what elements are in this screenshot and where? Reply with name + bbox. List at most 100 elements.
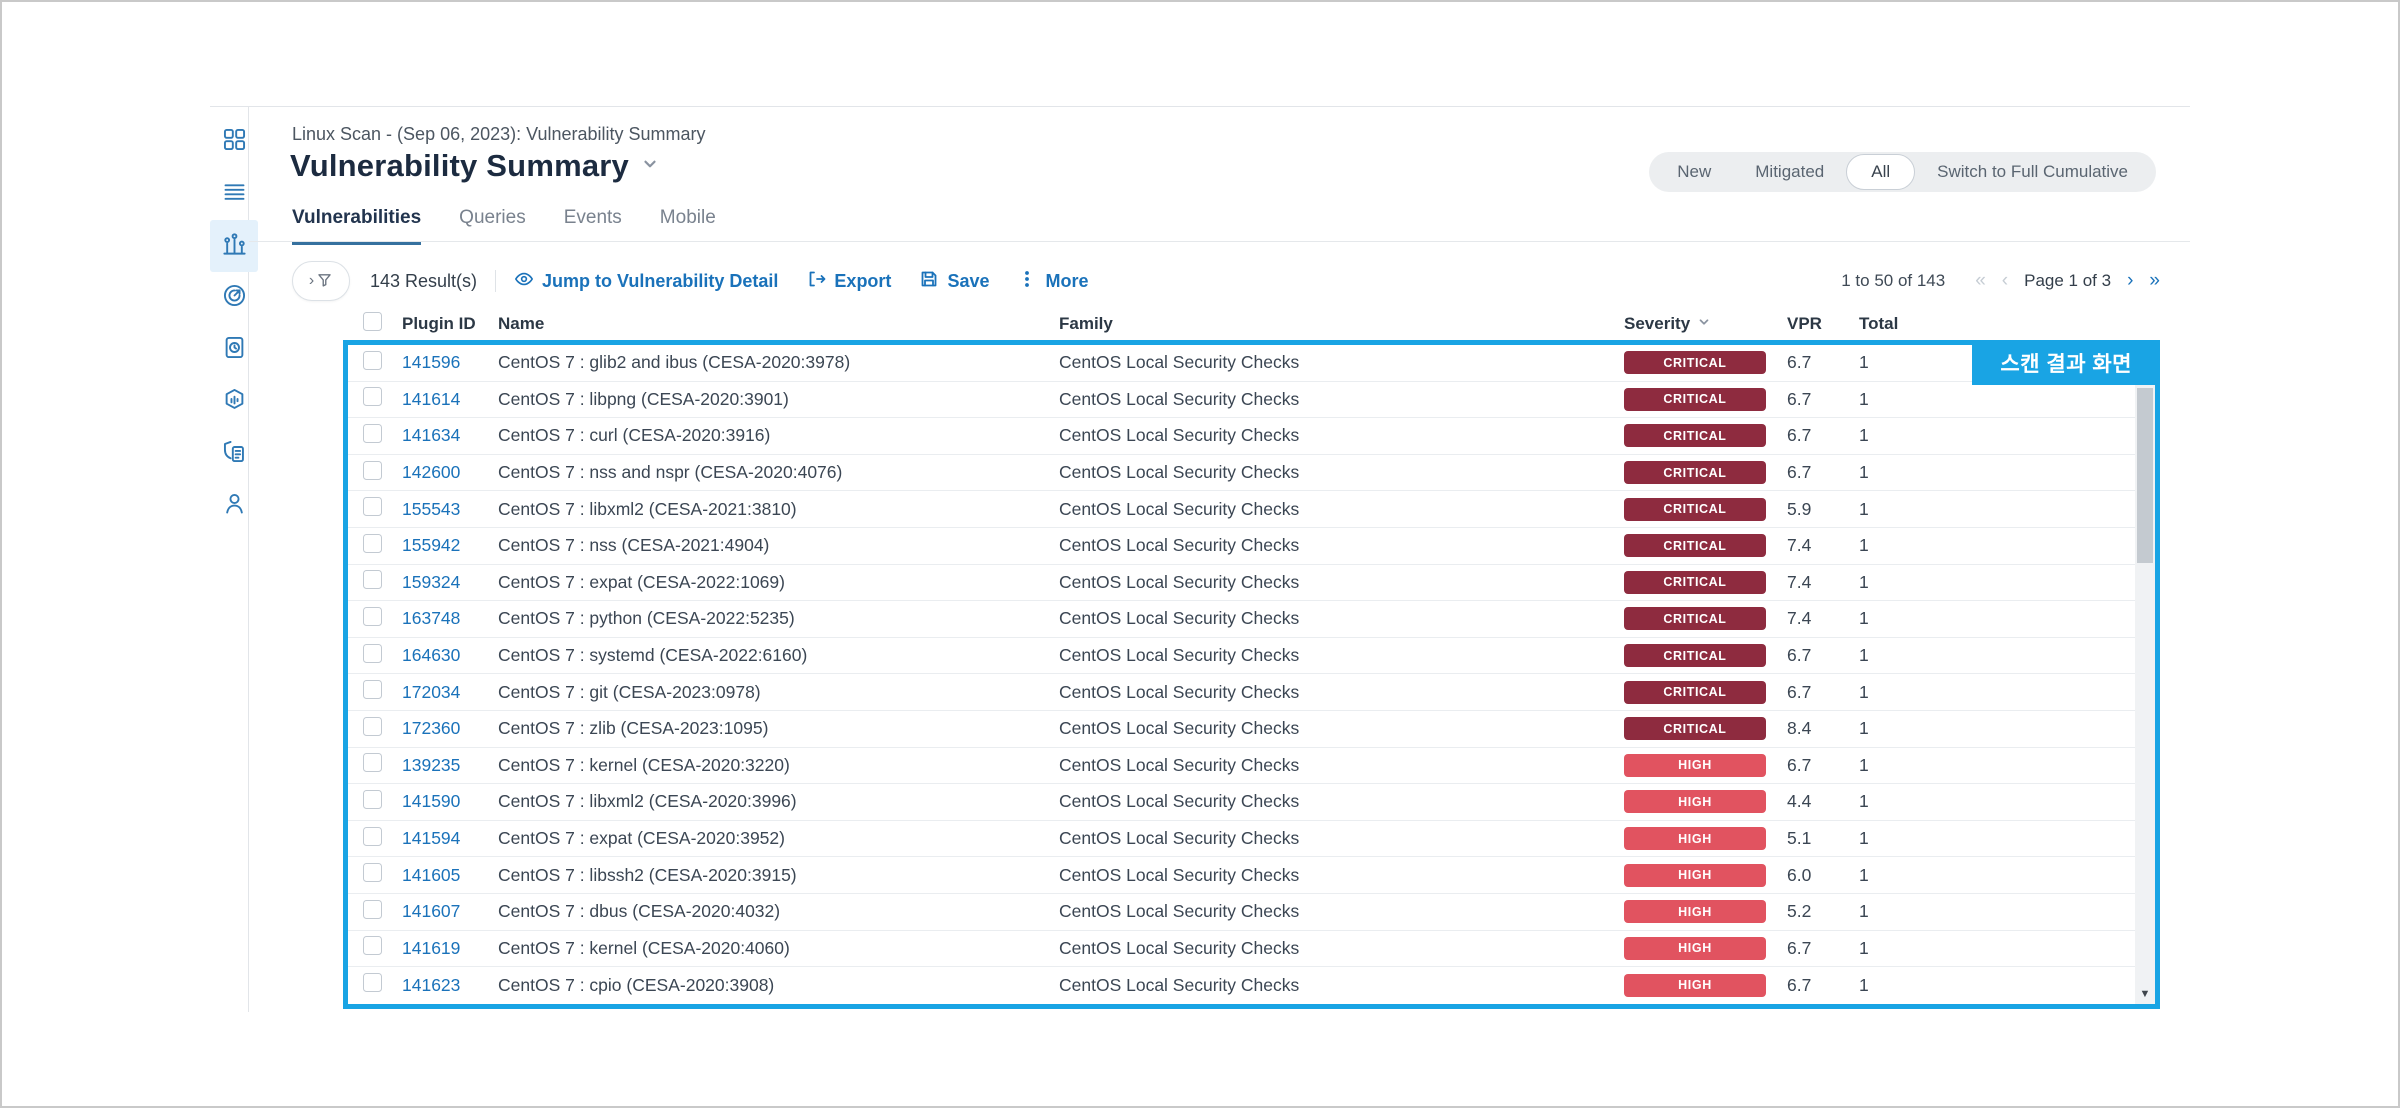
column-family[interactable]: Family	[1059, 314, 1113, 333]
toggle-mitigated[interactable]: Mitigated	[1755, 162, 1825, 181]
scrollbar-down-arrow[interactable]: ▼	[2139, 988, 2151, 1000]
sidebar-item-repositories[interactable]	[210, 376, 258, 428]
vpr-value: 5.1	[1787, 828, 1812, 849]
plugin-id-link[interactable]: 141623	[402, 974, 461, 995]
plugin-id-link[interactable]: 139235	[402, 754, 461, 775]
row-checkbox[interactable]	[363, 863, 382, 883]
table-row[interactable]: 155543 CentOS 7 : libxml2 (CESA-2021:381…	[348, 491, 2155, 528]
table-row[interactable]: 155942 CentOS 7 : nss (CESA-2021:4904) C…	[348, 527, 2155, 565]
toggle-all[interactable]: All	[1846, 154, 1916, 190]
table-row[interactable]: 141619 CentOS 7 : kernel (CESA-2020:4060…	[348, 930, 2155, 968]
table-row[interactable]: 172360 CentOS 7 : zlib (CESA-2023:1095) …	[348, 710, 2155, 748]
next-page-button[interactable]: ›	[2127, 270, 2134, 291]
prev-page-button[interactable]: ‹	[2001, 270, 2009, 291]
row-checkbox[interactable]	[363, 497, 382, 517]
plugin-id-link[interactable]: 155942	[402, 535, 461, 556]
jump-to-vulnerability-detail-button[interactable]: Jump to Vulnerability Detail	[514, 269, 778, 294]
plugin-id-link[interactable]: 141596	[402, 352, 461, 373]
sidebar-item-dashboard[interactable]	[210, 116, 258, 168]
more-kebab-icon	[1017, 269, 1037, 294]
row-checkbox[interactable]	[363, 716, 382, 736]
filter-expand-button[interactable]: ›	[292, 261, 350, 301]
plugin-id-link[interactable]: 172034	[402, 681, 461, 702]
tab-vulnerabilities[interactable]: Vulnerabilities	[292, 207, 422, 245]
row-checkbox[interactable]	[363, 753, 382, 773]
save-button[interactable]: Save	[919, 269, 989, 294]
plugin-id-link[interactable]: 164630	[402, 645, 461, 666]
export-button[interactable]: Export	[806, 269, 891, 294]
column-name[interactable]: Name	[498, 314, 545, 333]
more-button[interactable]: More	[1017, 269, 1089, 294]
tab-mobile[interactable]: Mobile	[659, 207, 716, 228]
row-checkbox[interactable]	[363, 533, 382, 553]
plugin-id-link[interactable]: 155543	[402, 498, 461, 519]
select-all-checkbox[interactable]	[363, 312, 382, 331]
row-checkbox[interactable]	[363, 899, 382, 919]
row-checkbox[interactable]	[363, 826, 382, 846]
plugin-id-link[interactable]: 163748	[402, 608, 461, 629]
table-row[interactable]: 141614 CentOS 7 : libpng (CESA-2020:3901…	[348, 381, 2155, 419]
plugin-id-link[interactable]: 141605	[402, 864, 461, 885]
family-name: CentOS Local Security Checks	[1059, 681, 1300, 702]
table-row[interactable]: 159324 CentOS 7 : expat (CESA-2022:1069)…	[348, 564, 2155, 602]
row-checkbox[interactable]	[363, 973, 382, 993]
column-total[interactable]: Total	[1859, 314, 1899, 333]
toolbar-separator	[495, 270, 497, 292]
table-row[interactable]: 141596 CentOS 7 : glib2 and ibus (CESA-2…	[348, 345, 2155, 382]
vpr-value: 6.7	[1787, 974, 1812, 995]
column-severity[interactable]: Severity	[1624, 314, 1787, 334]
plugin-id-link[interactable]: 141607	[402, 901, 461, 922]
table-row[interactable]: 141634 CentOS 7 : curl (CESA-2020:3916) …	[348, 418, 2155, 455]
table-row[interactable]: 164630 CentOS 7 : systemd (CESA-2022:616…	[348, 637, 2155, 675]
table-row[interactable]: 142600 CentOS 7 : nss and nspr (CESA-202…	[348, 454, 2155, 492]
table-row[interactable]: 172034 CentOS 7 : git (CESA-2023:0978) C…	[348, 674, 2155, 711]
plugin-id-link[interactable]: 141594	[402, 828, 461, 849]
row-checkbox[interactable]	[363, 423, 382, 443]
plugin-id-link[interactable]: 142600	[402, 462, 461, 483]
family-name: CentOS Local Security Checks	[1059, 352, 1300, 373]
table-row[interactable]: 141607 CentOS 7 : dbus (CESA-2020:4032) …	[348, 893, 2155, 931]
first-page-button[interactable]: «	[1975, 270, 1986, 291]
sidebar-item-users[interactable]	[210, 480, 258, 532]
row-checkbox[interactable]	[363, 460, 382, 480]
tab-queries[interactable]: Queries	[459, 207, 526, 228]
plugin-id-link[interactable]: 141619	[402, 937, 461, 958]
sidebar-item-policies[interactable]	[210, 428, 258, 480]
plugin-id-link[interactable]: 159324	[402, 571, 461, 592]
vpr-value: 6.0	[1787, 864, 1812, 885]
plugin-id-link[interactable]: 141634	[402, 425, 461, 446]
tab-events[interactable]: Events	[563, 207, 622, 228]
row-checkbox[interactable]	[363, 570, 382, 590]
toggle-new[interactable]: New	[1677, 162, 1712, 181]
column-plugin-id[interactable]: Plugin ID	[402, 314, 476, 333]
row-checkbox[interactable]	[363, 680, 382, 700]
plugin-id-link[interactable]: 172360	[402, 718, 461, 739]
row-checkbox[interactable]	[363, 387, 382, 407]
row-checkbox[interactable]	[363, 643, 382, 663]
plugin-id-link[interactable]: 141614	[402, 388, 461, 409]
sidebar-item-reports[interactable]	[210, 324, 258, 376]
last-page-button[interactable]: »	[2149, 270, 2160, 291]
table-row[interactable]: 163748 CentOS 7 : python (CESA-2022:5235…	[348, 601, 2155, 638]
scrollbar-thumb[interactable]	[2137, 388, 2153, 563]
row-checkbox[interactable]	[363, 789, 382, 809]
table-row[interactable]: 141605 CentOS 7 : libssh2 (CESA-2020:391…	[348, 857, 2155, 894]
table-row[interactable]: 141623 CentOS 7 : cpio (CESA-2020:3908) …	[348, 967, 2155, 1004]
toggle-switch-cumulative[interactable]: Switch to Full Cumulative	[1937, 162, 2128, 181]
vulnerability-name: CentOS 7 : curl (CESA-2020:3916)	[498, 425, 771, 446]
row-checkbox[interactable]	[363, 606, 382, 626]
table-row[interactable]: 141590 CentOS 7 : libxml2 (CESA-2020:399…	[348, 784, 2155, 821]
sidebar-item-lists[interactable]	[210, 168, 258, 220]
row-checkbox[interactable]	[363, 350, 382, 370]
table-row[interactable]: 139235 CentOS 7 : kernel (CESA-2020:3220…	[348, 747, 2155, 785]
vertical-scrollbar[interactable]: ▼	[2135, 385, 2155, 1004]
table-row[interactable]: 141594 CentOS 7 : expat (CESA-2020:3952)…	[348, 820, 2155, 858]
sidebar-item-scan-results[interactable]	[210, 220, 258, 272]
sidebar-item-scans[interactable]	[210, 272, 258, 324]
column-vpr[interactable]: VPR	[1787, 314, 1822, 333]
title-chevron-down-icon[interactable]	[641, 155, 659, 178]
plugin-id-link[interactable]: 141590	[402, 791, 461, 812]
family-name: CentOS Local Security Checks	[1059, 535, 1300, 556]
policy-icon	[221, 438, 248, 470]
row-checkbox[interactable]	[363, 936, 382, 956]
